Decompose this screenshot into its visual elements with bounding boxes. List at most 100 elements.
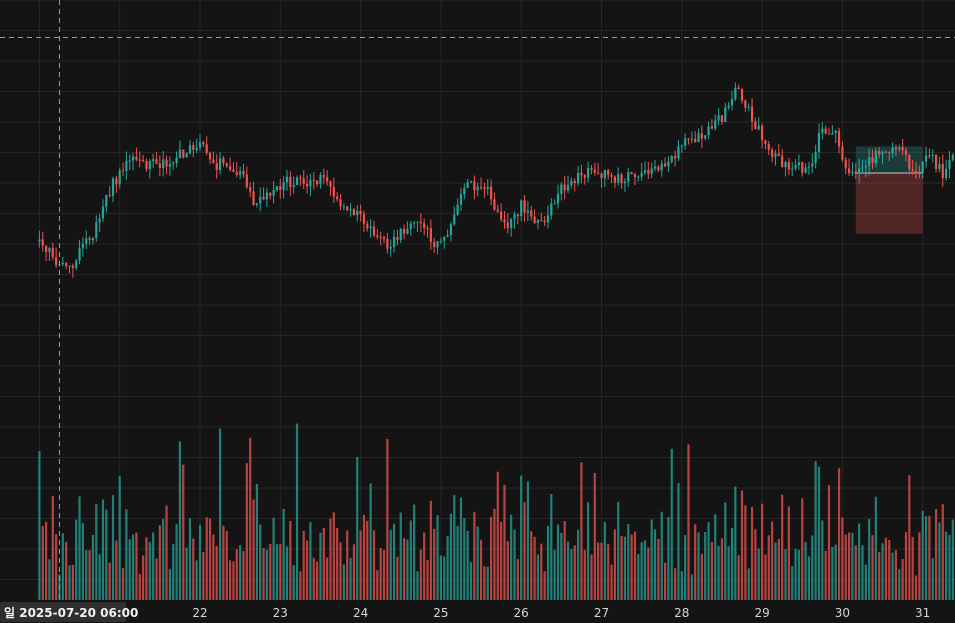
volume-bar [459, 497, 463, 600]
volume-bar [489, 517, 493, 600]
candle-body [704, 135, 707, 139]
candle-body [131, 156, 135, 161]
candle-body [382, 237, 386, 239]
volume-bar [687, 444, 690, 600]
volume-bar [794, 548, 797, 600]
candle-body [469, 181, 473, 183]
candle-body [781, 155, 784, 168]
volume-bar [573, 545, 576, 600]
candle-body [322, 174, 325, 178]
volume-bar [212, 534, 215, 600]
volume-bar [272, 517, 275, 600]
volume-bar [754, 529, 757, 600]
position-loss-zone[interactable] [855, 173, 923, 234]
candle-body [610, 175, 613, 177]
volume-bar [814, 461, 817, 600]
candle-body [931, 154, 934, 156]
volume-bar [289, 520, 292, 600]
volume-bar [807, 556, 811, 600]
candle-body [138, 159, 141, 161]
candle-body [647, 170, 650, 174]
volume-bar [262, 548, 265, 600]
candle-body [908, 154, 911, 170]
volume-bar [349, 557, 352, 600]
volume-bar [791, 566, 794, 600]
volume-bar [633, 531, 637, 600]
volume-bar [155, 558, 158, 600]
candle-body [513, 214, 516, 220]
volume-bar [684, 535, 687, 600]
volume-bar [208, 518, 212, 600]
volume-bar [202, 552, 205, 600]
candle-body [804, 167, 807, 173]
candle-body [292, 185, 295, 188]
volume-bar [610, 564, 613, 600]
candle-body [503, 219, 506, 223]
volume-bar [563, 521, 566, 600]
candle-body [446, 234, 449, 237]
candle-body [791, 168, 794, 170]
time-axis-tick-label: 23 [273, 606, 288, 620]
volume-bar [162, 519, 165, 600]
volume-bar [476, 526, 479, 600]
volume-bar [938, 522, 941, 600]
candle-body [734, 87, 737, 100]
candle-body [550, 203, 553, 216]
candle-body [88, 238, 91, 240]
volume-bar [837, 468, 841, 600]
candle-body [677, 146, 680, 159]
candle-body [222, 158, 225, 163]
candle-body [282, 182, 285, 190]
candle-body [121, 170, 125, 172]
candle-body [771, 149, 774, 157]
volume-bar [797, 549, 801, 600]
volume-bar [914, 575, 918, 600]
volume-bar [847, 532, 851, 600]
volume-bar [108, 562, 111, 600]
volume-bar [142, 555, 145, 600]
volume-bar [329, 518, 332, 600]
candle-body [747, 106, 750, 108]
candle-body [326, 177, 329, 182]
candle-body [329, 181, 332, 187]
candle-body [379, 236, 382, 238]
candle-body [951, 154, 954, 161]
volume-bar [566, 541, 570, 600]
volume-bar [101, 499, 105, 600]
candle-body [195, 147, 198, 150]
volume-bar [663, 562, 667, 600]
volume-bar [851, 532, 854, 600]
volume-bar [660, 511, 663, 600]
candle-body [449, 224, 453, 235]
candle-body [583, 175, 586, 178]
volume-bar [152, 532, 155, 600]
candle-body [416, 221, 419, 223]
candle-body [727, 105, 730, 108]
candle-body [242, 171, 245, 175]
candle-body [817, 132, 821, 153]
volume-bar [630, 534, 633, 600]
candle-body [580, 172, 583, 176]
volume-bar [553, 549, 556, 600]
candle-body [386, 238, 389, 249]
volume-bar [138, 573, 141, 600]
volume-bar [804, 541, 807, 600]
candle-body [921, 161, 924, 173]
volume-bar [500, 522, 503, 600]
volume-bar [135, 532, 138, 600]
candle-body [105, 194, 108, 207]
candle-body [429, 228, 432, 243]
candle-body [85, 238, 88, 244]
volume-bar [416, 571, 419, 600]
candle-body [516, 214, 519, 217]
volume-bar [576, 529, 580, 600]
candle-body [356, 210, 359, 216]
volume-bar [376, 569, 379, 600]
candle-body [376, 235, 379, 237]
volume-bar [556, 524, 560, 600]
volume-bar [924, 516, 928, 600]
volume-bar [309, 522, 312, 600]
candle-body [546, 215, 550, 223]
candle-body [797, 162, 801, 166]
